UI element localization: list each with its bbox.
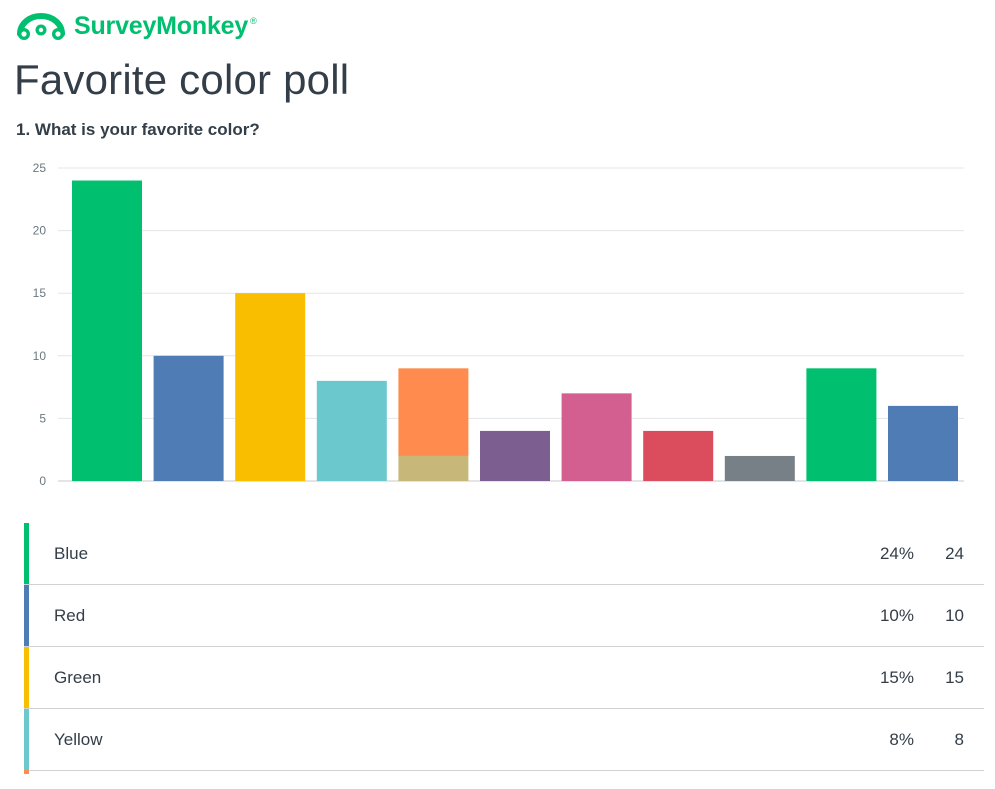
y-tick-label: 20 [33,224,47,238]
y-tick-label: 0 [39,474,46,488]
answer-percent: 8% [889,729,914,749]
answer-percent: 10% [879,605,914,625]
answer-label: Red [54,605,86,625]
bar[interactable] [72,180,142,481]
answer-count: 10 [945,605,964,625]
color-swatch [24,647,29,708]
y-tick-label: 5 [39,411,46,425]
table-row[interactable]: Green 15% 15 [24,647,984,709]
page-title: Favorite color poll [14,56,350,103]
question-title: 1. What is your favorite color? [16,120,260,139]
registered-mark: ® [250,16,257,26]
results-row-peek [24,770,29,774]
color-swatch [24,585,29,646]
bar[interactable] [643,430,714,481]
answer-count: 15 [945,667,964,687]
bar[interactable] [888,405,958,481]
y-tick-label: 25 [33,161,47,175]
brand-header[interactable]: SurveyMonkey ® [16,10,257,42]
color-swatch [24,709,29,770]
bar[interactable] [398,368,469,456]
table-row[interactable]: Red 10% 10 [24,585,984,647]
results-table: Blue 24% 24 Red 10% 10 Green 15% 15 Yellow 8% 8 [24,523,984,771]
answer-label: Yellow [54,729,103,749]
bar[interactable] [316,380,387,481]
bar[interactable] [235,293,306,481]
bar[interactable] [806,368,877,481]
table-row[interactable]: Blue 24% 24 [24,523,984,585]
bar[interactable] [153,355,224,481]
bar[interactable] [724,455,795,481]
table-row[interactable]: Yellow 8% 8 [24,709,984,771]
answer-percent: 15% [879,667,914,687]
bar-chart: 0 5 10 15 20 25 [0,150,995,500]
answer-label: Blue [54,543,89,563]
brand-name: SurveyMonkey [74,11,249,40]
bar-chart-svg: 0 5 10 15 20 25 [33,161,964,488]
bar[interactable] [398,455,469,481]
y-tick-label: 10 [33,349,47,363]
answer-count: 8 [954,729,964,749]
surveymonkey-logo-icon [17,12,65,40]
bar[interactable] [480,430,550,481]
answer-percent: 24% [879,543,914,563]
color-swatch [24,523,29,584]
answer-count: 24 [945,543,964,563]
answer-label: Green [54,667,102,687]
bar[interactable] [561,393,632,481]
y-tick-label: 15 [33,286,47,300]
